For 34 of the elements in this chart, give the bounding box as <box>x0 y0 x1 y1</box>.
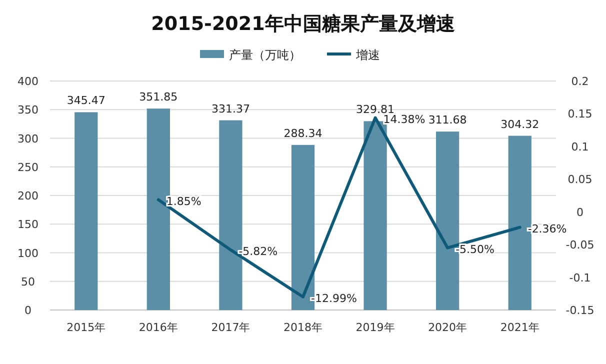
y2-tick-label: 0.2 <box>571 75 589 88</box>
y2-tick-label: 0.05 <box>568 173 592 186</box>
data-label: 331.37 <box>211 102 250 116</box>
x-tick-label: 2021年 <box>500 321 540 334</box>
y-tick-label: 0 <box>24 304 32 317</box>
y2-tick-label: -0.1 <box>569 271 591 284</box>
y-tick-label: 200 <box>18 190 38 202</box>
legend-label: 产量（万吨） <box>229 48 301 62</box>
x-tick-label: 2018年 <box>284 321 322 334</box>
y2-tick-label: 0.15 <box>568 108 592 121</box>
y-tick-label: 300 <box>18 132 38 146</box>
x-tick-label: 2016年 <box>138 321 178 334</box>
bar <box>74 112 98 310</box>
y-tick-label: 250 <box>18 160 38 174</box>
data-label: 288.34 <box>284 126 322 140</box>
legend-label: 增速 <box>355 48 380 62</box>
data-label: 351.85 <box>139 90 178 104</box>
data-label: 345.47 <box>66 94 106 108</box>
data-label: 304.32 <box>500 118 540 131</box>
y-tick-label: 150 <box>18 218 38 232</box>
y2-tick-label: -0.15 <box>566 304 594 317</box>
y2-tick-label: 0.1 <box>571 140 589 154</box>
y2-tick-label: -0.05 <box>566 238 594 252</box>
y-tick-label: 50 <box>21 275 35 288</box>
x-tick-label: 2020年 <box>428 321 468 334</box>
y-tick-label: 100 <box>18 246 38 260</box>
x-tick-label: 2019年 <box>356 321 395 334</box>
y-tick-label: 400 <box>18 75 38 88</box>
y-tick-label: 350 <box>18 104 38 117</box>
x-tick-label: 2017年 <box>211 321 250 334</box>
x-tick-label: 2015年 <box>66 321 106 334</box>
data-label: 311.68 <box>428 114 467 127</box>
chart-title: 2015-2021年中国糖果产量及增速 <box>151 13 455 35</box>
y2-tick-label: 0 <box>576 206 584 219</box>
